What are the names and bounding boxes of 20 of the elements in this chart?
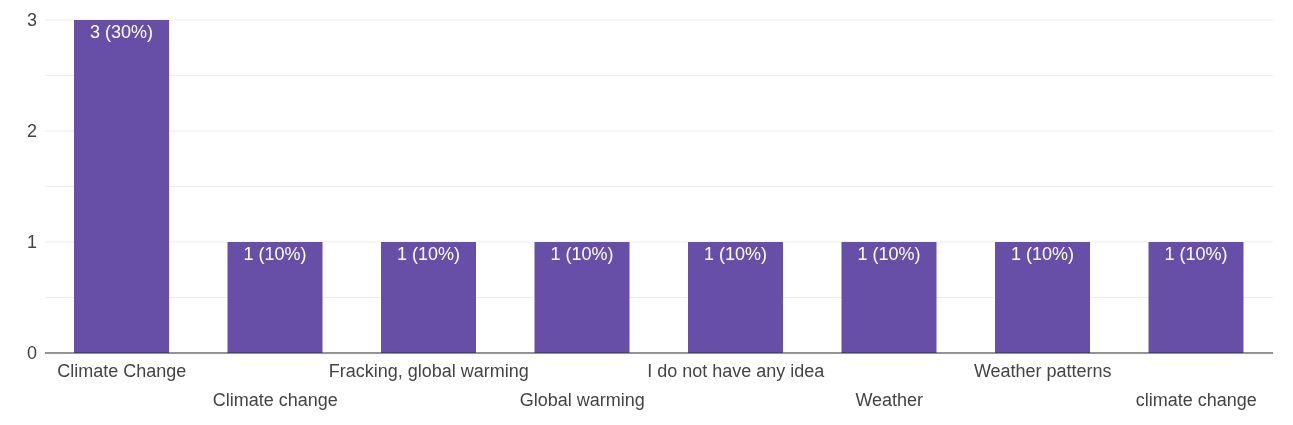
x-tick-label: Global warming: [519, 390, 645, 410]
x-tick-label: Climate Change: [57, 361, 187, 381]
data-label: 1 (10%): [857, 243, 921, 264]
data-label: 1 (10%): [703, 243, 768, 264]
y-tick-label: 0: [26, 343, 37, 364]
x-tick-label: climate change: [1135, 390, 1257, 410]
data-label: 3 (30%): [89, 21, 154, 42]
y-tick-label: 1: [26, 232, 37, 253]
x-tick-label: Weather patterns: [973, 361, 1112, 381]
data-label: 1 (10%): [1164, 243, 1228, 264]
x-tick-label: I do not have any idea: [647, 361, 826, 381]
y-tick-label: 2: [26, 121, 37, 142]
data-label: 1 (10%): [550, 243, 614, 264]
data-label: 1 (10%): [396, 243, 461, 264]
data-label: 1 (10%): [1010, 243, 1075, 264]
data-label: 1 (10%): [243, 243, 307, 264]
x-tick-label: Weather: [855, 390, 924, 410]
x-tick-label: Fracking, global warming: [328, 361, 529, 381]
x-tick-label: Climate change: [212, 390, 338, 410]
y-tick-label: 3: [26, 10, 37, 31]
